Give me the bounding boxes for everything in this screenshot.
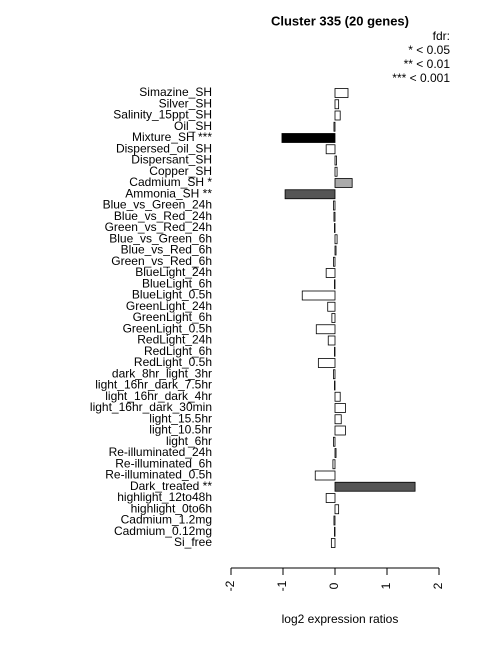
bar [333, 256, 336, 267]
bar [325, 144, 336, 155]
y-tick-label: Dispersant_SH [131, 153, 212, 167]
bar [330, 538, 336, 548]
bar [334, 380, 336, 391]
y-tick-label: RedLight_24h [137, 333, 212, 347]
bar [281, 133, 336, 143]
y-tick-label: Silver_SH [159, 96, 212, 110]
bar [334, 526, 336, 537]
y-tick-label: Cadmium_SH * [129, 175, 212, 189]
bar [333, 369, 336, 380]
bar [334, 245, 337, 256]
legend-entry: *** < 0.001 [392, 71, 450, 85]
bar [334, 223, 336, 233]
y-tick-label: Re-illuminated_6h [115, 456, 212, 470]
y-tick-label: Dispersed_oil_SH [116, 141, 212, 155]
x-tick-label: 0 [327, 582, 341, 589]
y-tick-label: Re-illuminated_24h [109, 445, 212, 459]
y-tick-label: RedLight_0.5h [134, 355, 212, 369]
bar [333, 515, 336, 526]
y-tick-label: highlight_0to6h [131, 501, 212, 515]
y-tick-label: light_16hr_dark_30min [90, 400, 212, 414]
bar [334, 481, 416, 492]
y-tick-label: light_16hr_dark_4hr [105, 389, 212, 403]
y-tick-label: Blue_vs_Green_24h [103, 198, 212, 212]
x-axis-label: log2 expression ratios [282, 612, 399, 626]
y-tick-label: Dark_treated ** [130, 479, 212, 493]
bar [315, 324, 336, 335]
bar [331, 313, 336, 323]
y-tick-label: Si_free [174, 535, 212, 549]
y-tick-label: Blue_vs_Green_6h [109, 231, 212, 245]
y-tick-label: GreenLight_0.5h [123, 321, 212, 335]
y-tick-label: dark_8hr_light_3hr [112, 366, 212, 380]
y-tick-label: GreenLight_24h [126, 299, 212, 313]
y-tick-label: Cadmium_1.2mg [121, 513, 212, 527]
bar [334, 234, 338, 245]
bar [333, 200, 336, 211]
bar [334, 414, 342, 425]
y-tick-label: light_15.5hr [149, 411, 212, 425]
bar [334, 346, 336, 357]
bar [333, 121, 336, 132]
bar [334, 110, 341, 121]
y-tick-label: Blue_vs_Red_24h [114, 209, 212, 223]
bar [334, 88, 349, 98]
bar [325, 268, 336, 278]
bar [301, 290, 336, 301]
bar [334, 504, 340, 515]
bar [327, 301, 336, 312]
bar [334, 391, 341, 402]
bar [333, 436, 336, 447]
bar [334, 178, 353, 188]
y-tick-label: Ammonia_SH ** [125, 186, 212, 200]
bar [334, 425, 346, 436]
y-tick-label: Green_vs_Red_6h [111, 254, 212, 268]
y-tick-label: Copper_SH [149, 164, 212, 178]
y-tick-label: Mixture_SH *** [132, 130, 212, 144]
bar [334, 99, 340, 110]
y-tick-label: light_6hr [166, 434, 212, 448]
x-tick-label: 1 [379, 582, 393, 589]
y-tick-label: BlueLight_6h [142, 276, 212, 290]
bar [314, 470, 336, 481]
legend-entry: ** < 0.01 [404, 57, 451, 71]
legend-title: fdr: [433, 29, 450, 43]
y-tick-label: Cadmium_0.12mg [114, 524, 212, 538]
bar [334, 448, 337, 458]
y-tick-label: RedLight_6h [144, 344, 212, 358]
bar [325, 493, 336, 503]
legend-entry: * < 0.05 [408, 43, 450, 57]
y-tick-label: BlueLight_0.5h [132, 288, 212, 302]
bar [334, 155, 337, 166]
x-tick-label: -1 [275, 580, 289, 591]
bar [334, 279, 336, 290]
bar [284, 189, 336, 200]
y-tick-label: BlueLight_24h [135, 265, 212, 279]
y-tick-label: Oil_SH [174, 119, 212, 133]
x-tick-label: 2 [431, 582, 445, 589]
y-tick-label: Blue_vs_Red_6h [121, 243, 212, 257]
y-tick-label: Simazine_SH [139, 85, 212, 99]
y-tick-label: Green_vs_Red_24h [105, 220, 212, 234]
y-tick-label: Salinity_15ppt_SH [113, 108, 212, 122]
bar [334, 166, 338, 177]
bar [327, 335, 336, 346]
chart-title: Cluster 335 (20 genes) [271, 13, 409, 28]
y-tick-label: light_16hr_dark_7.5hr [95, 378, 212, 392]
y-tick-label: light_10.5hr [149, 423, 212, 437]
y-tick-label: highlight_12to48h [117, 490, 212, 504]
y-tick-label: Re-illuminated_0.5h [105, 468, 212, 482]
x-tick-label: -2 [223, 580, 237, 591]
bar [332, 459, 336, 470]
y-tick-label: GreenLight_6h [133, 310, 212, 324]
bar [317, 358, 336, 368]
bar [334, 403, 346, 413]
bar [333, 211, 336, 222]
